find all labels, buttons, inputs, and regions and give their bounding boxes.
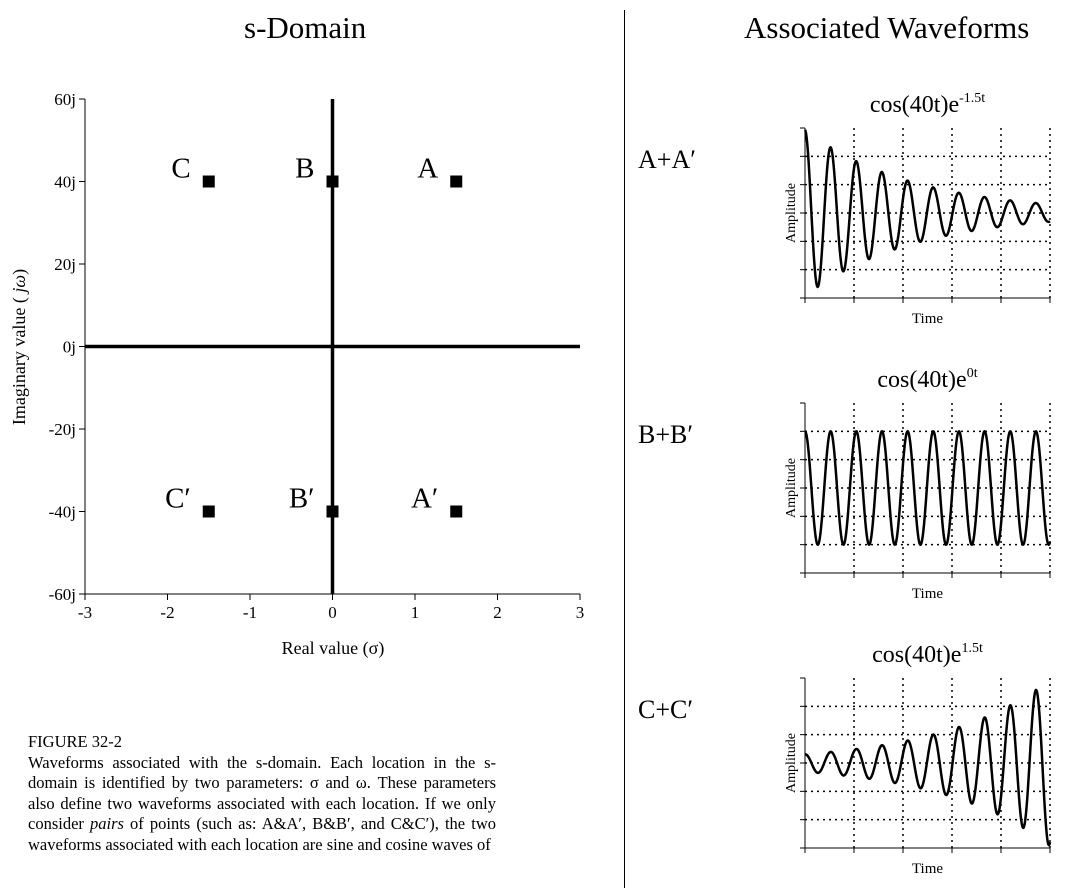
y-axis-label-end: ) <box>9 269 30 275</box>
s-domain-plot: -3 -2 -1 0 1 2 3 60j 40j 20j 0j -20j -40j -60j A B C A′ B… <box>9 90 585 659</box>
caption-body-1: Waveforms associated with the s-domain. … <box>28 752 496 834</box>
waveforms-heading: Associated Waveforms <box>744 10 1030 45</box>
pole-label: A <box>417 153 438 185</box>
pole-marker <box>202 505 215 518</box>
waveform-curve <box>803 129 1051 289</box>
pole-label: A′ <box>411 483 438 515</box>
pole-marker <box>326 175 339 188</box>
x-tick-label: 1 <box>411 603 420 622</box>
pole-marker <box>326 505 339 518</box>
x-tick-label: -1 <box>243 603 257 622</box>
waveform-pair-label: A+A′ <box>638 145 696 174</box>
waveform-pair-label: C+C′ <box>638 695 693 724</box>
waveform-x-label: Time <box>912 311 943 327</box>
waveform-curve <box>804 688 1052 847</box>
waveform-title-base: cos(40t)e <box>877 367 966 393</box>
x-tick-label: 0 <box>328 603 337 622</box>
y-tick-label: 0j <box>63 338 76 357</box>
x-axis-label: Real value (σ) <box>282 638 385 659</box>
waveform-x-label: Time <box>912 586 943 602</box>
y-tick-label: 40j <box>54 173 76 192</box>
pole-marker <box>450 505 463 518</box>
waveform-title-exponent: 0t <box>967 366 978 381</box>
waveform-title: cos(40t)e1.5t <box>872 641 983 668</box>
column-divider <box>624 10 625 888</box>
caption-body-italic: pairs <box>90 814 124 833</box>
waveform-panel: cos(40t)e0t B+B′ Time Amplitude <box>638 366 1052 602</box>
y-tick-label: -60j <box>49 585 76 604</box>
pole-marker <box>202 175 215 188</box>
y-tick-label: 60j <box>54 90 76 109</box>
y-axis-label-italic: jω <box>9 275 29 295</box>
pole-label: B′ <box>289 483 315 515</box>
pole-label: C <box>171 153 190 185</box>
x-tick-label: -2 <box>160 603 174 622</box>
x-tick-label: 3 <box>576 603 585 622</box>
pole-label: C′ <box>165 483 191 515</box>
y-axis-label: Imaginary value ( jω) <box>9 269 30 425</box>
s-domain-heading: s-Domain <box>244 10 367 45</box>
waveform-title: cos(40t)e-1.5t <box>870 91 985 118</box>
pole-marker <box>450 175 463 188</box>
waveform-y-label: Amplitude <box>784 183 799 243</box>
waveform-title: cos(40t)e0t <box>877 366 977 393</box>
caption-title: FIGURE 32-2 <box>28 732 122 751</box>
waveform-y-label: Amplitude <box>784 458 799 518</box>
waveform-panel: cos(40t)e-1.5t A+A′ Time Amplitude <box>638 91 1051 327</box>
y-tick-label: -40j <box>49 503 76 522</box>
waveform-title-base: cos(40t)e <box>870 92 959 118</box>
waveform-pair-label: B+B′ <box>638 420 693 449</box>
waveform-x-label: Time <box>912 861 943 877</box>
x-tick-label: 2 <box>493 603 502 622</box>
waveform-title-exponent: -1.5t <box>959 91 985 106</box>
x-tick-label: -3 <box>78 603 92 622</box>
pole-label: B <box>295 153 314 185</box>
y-tick-label: -20j <box>49 420 76 439</box>
y-tick-label: 20j <box>54 255 76 274</box>
figure-caption: FIGURE 32-2 Waveforms associated with th… <box>28 732 496 855</box>
waveform-panels: cos(40t)e-1.5tA+A′TimeAmplitudecos(40t)e… <box>638 91 1052 877</box>
caption-body-2: of points (such as: A&A′, B&B′, and C&C′… <box>28 814 496 854</box>
waveform-panel: cos(40t)e1.5t C+C′ Time Amplitude <box>638 641 1052 877</box>
waveform-title-exponent: 1.5t <box>961 641 983 656</box>
waveform-title-base: cos(40t)e <box>872 642 961 668</box>
waveform-curve <box>804 429 1052 547</box>
waveform-y-label: Amplitude <box>784 733 799 793</box>
